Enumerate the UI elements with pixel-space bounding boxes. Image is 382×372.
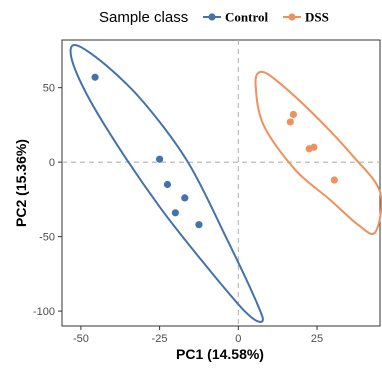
y-axis-title: PC2 (15.36%)	[13, 139, 29, 227]
x-tick-label: 0	[235, 333, 241, 345]
confidence-ellipse-dss	[254, 70, 382, 236]
reference-lines	[62, 40, 380, 326]
data-point-control	[163, 180, 172, 189]
series-layer	[69, 44, 382, 323]
x-tick-label: -25	[152, 333, 168, 345]
legend-label-control: Control	[225, 10, 268, 25]
legend: Sample class Control DSS	[99, 9, 329, 26]
data-point-control	[195, 221, 203, 229]
data-point-dss	[289, 110, 298, 119]
legend-key-dss-dot	[288, 13, 296, 21]
series-dss	[254, 70, 382, 236]
y-tick-label: -50	[39, 232, 55, 244]
data-point-dss	[330, 176, 338, 184]
data-point-control	[91, 73, 99, 81]
data-point-dss	[310, 143, 318, 151]
data-point-control	[171, 209, 179, 217]
legend-label-dss: DSS	[305, 10, 329, 25]
plot-panel	[61, 39, 381, 327]
legend-key-control-dot	[208, 13, 216, 21]
y-tick-label: 0	[49, 157, 55, 169]
x-tick-label: -50	[73, 333, 89, 345]
data-point-dss	[286, 118, 294, 126]
axis-ticks: -50 -25 0 25 50 0 -50 -100	[33, 83, 323, 345]
confidence-ellipse-control	[69, 44, 264, 323]
x-axis-title: PC1 (14.58%)	[176, 346, 264, 362]
data-point-control	[181, 194, 189, 202]
data-point-control	[156, 155, 164, 163]
y-tick-label: 50	[43, 83, 55, 95]
x-tick-label: 25	[311, 333, 323, 345]
series-control	[69, 44, 264, 323]
legend-title: Sample class	[99, 9, 188, 26]
y-tick-label: -100	[33, 306, 55, 318]
